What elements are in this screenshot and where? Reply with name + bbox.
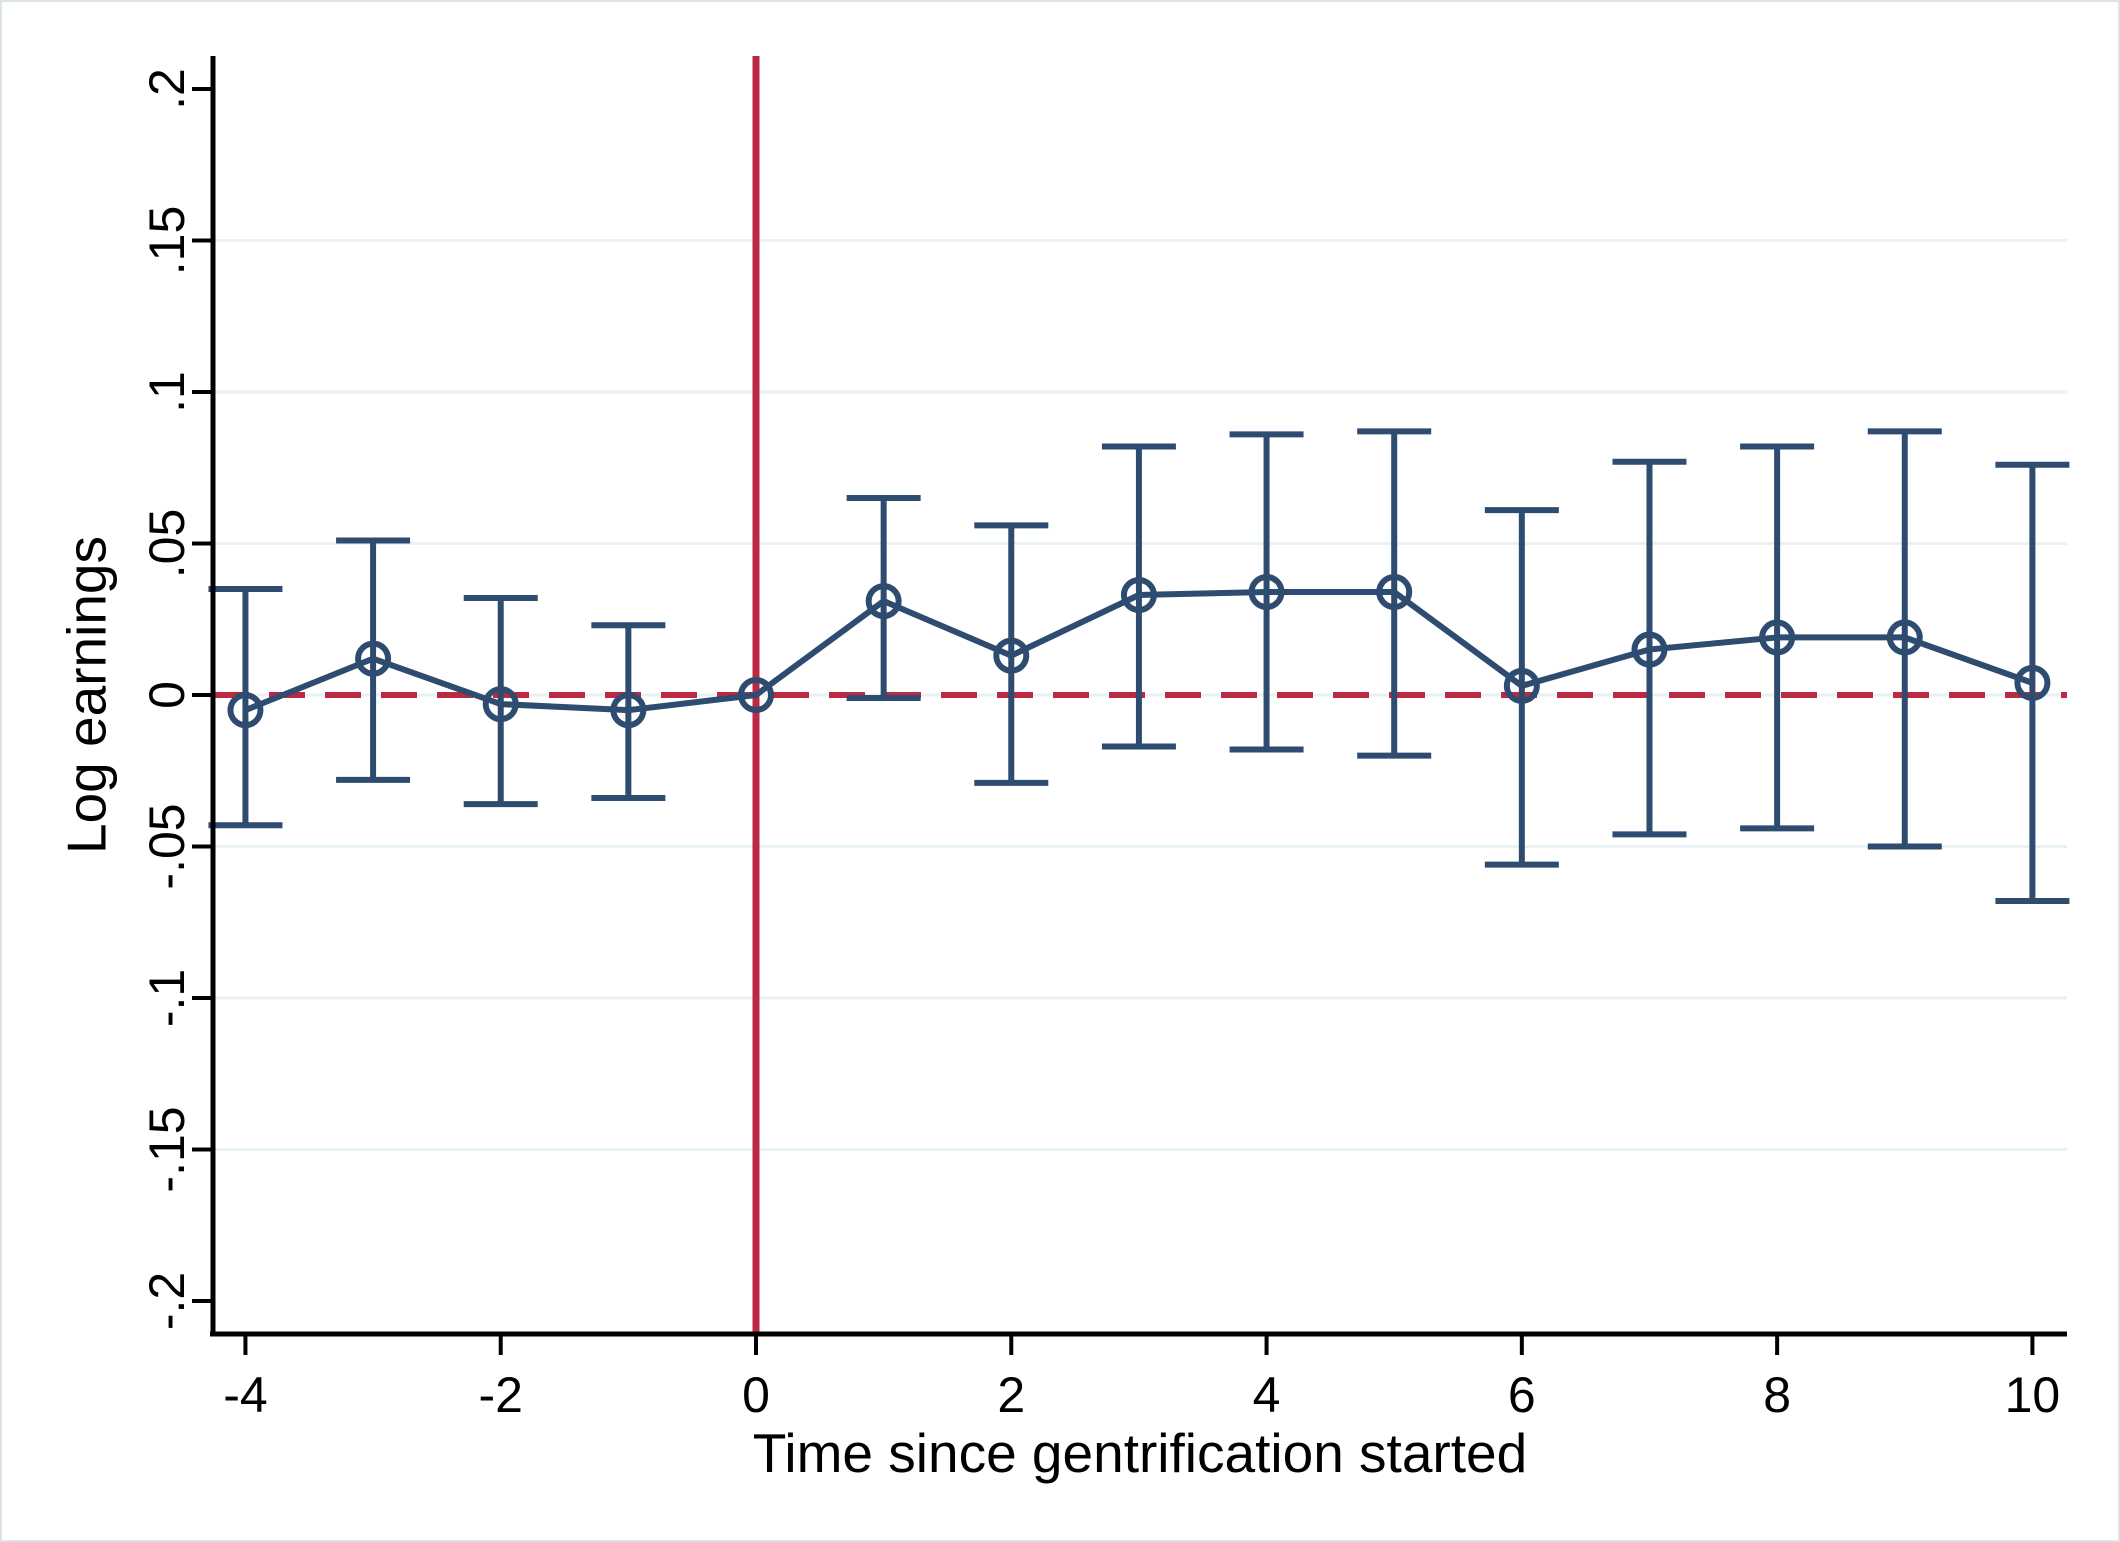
estimate-marker <box>227 692 264 729</box>
estimate-marker <box>1376 573 1413 610</box>
y-tick-label: .05 <box>139 509 195 579</box>
estimate-marker <box>1886 619 1923 656</box>
estimate-marker <box>1248 573 1285 610</box>
y-tick-label: .15 <box>139 206 195 276</box>
estimate-marker <box>2014 664 2051 701</box>
x-tick-label: -2 <box>478 1367 522 1423</box>
estimate-marker <box>482 686 519 723</box>
x-tick-label: 10 <box>2005 1367 2061 1423</box>
x-tick-label: -4 <box>223 1367 267 1423</box>
estimate-marker <box>1120 577 1157 614</box>
estimate-marker <box>355 640 392 677</box>
y-tick-label: .1 <box>139 371 195 413</box>
estimate-marker <box>993 637 1030 674</box>
y-tick-label: -.15 <box>139 1106 195 1192</box>
x-tick-label: 2 <box>997 1367 1025 1423</box>
y-tick-label: .2 <box>139 68 195 110</box>
estimate-marker <box>610 692 647 729</box>
estimate-line <box>244 588 2034 714</box>
estimate-marker <box>738 677 774 713</box>
y-tick-label: -.05 <box>139 803 195 889</box>
y-tick-label: 0 <box>139 681 195 709</box>
y-tick-label: -.1 <box>139 969 195 1027</box>
estimate-marker <box>865 583 902 620</box>
estimate-marker <box>1503 667 1540 704</box>
y-axis-title: Log earnings <box>55 535 118 855</box>
estimate-marker <box>1631 631 1668 668</box>
estimate-marker <box>1759 619 1796 656</box>
x-tick-label: 8 <box>1763 1367 1791 1423</box>
x-axis-title: Time since gentrification started <box>752 1422 1528 1484</box>
x-tick-label: 6 <box>1508 1367 1536 1423</box>
y-tick-label: -.2 <box>139 1272 195 1330</box>
x-tick-label: 4 <box>1253 1367 1281 1423</box>
x-tick-label: 0 <box>742 1367 770 1423</box>
